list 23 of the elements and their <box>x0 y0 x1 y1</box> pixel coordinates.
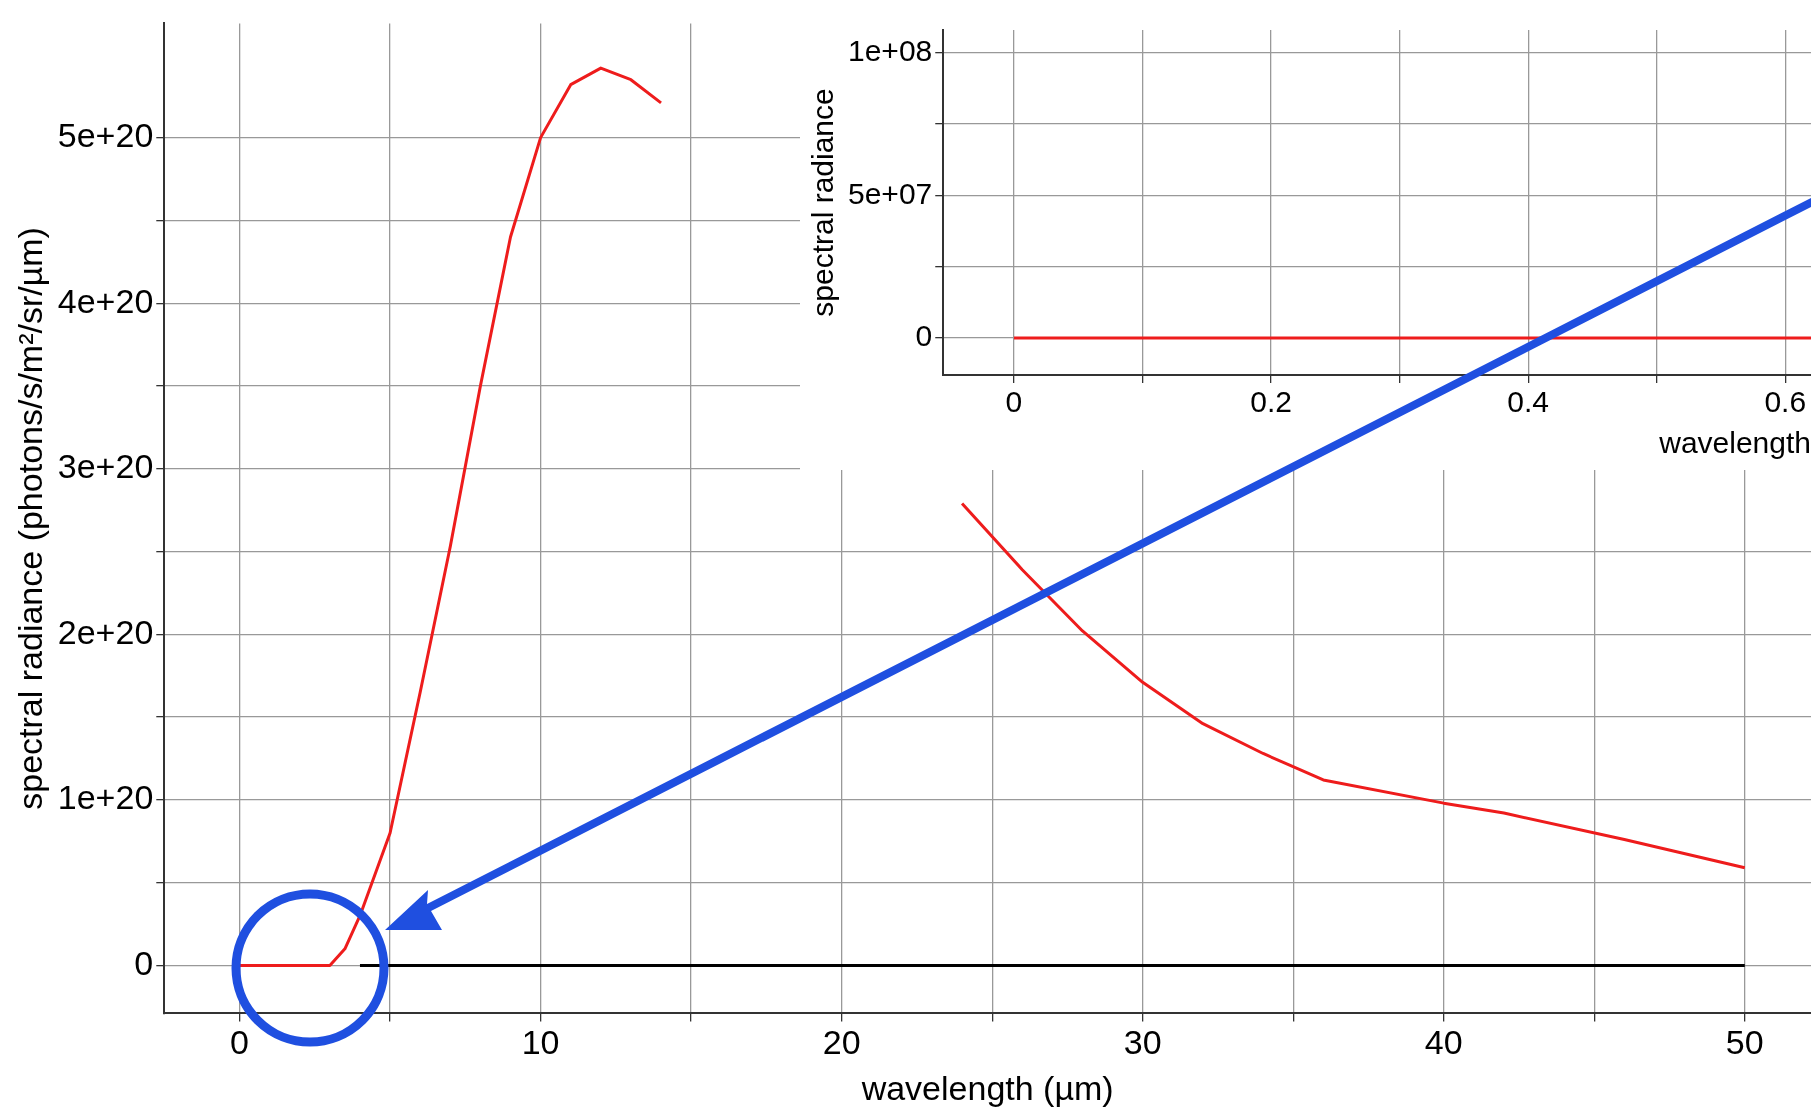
y-tick-label: 5e+20 <box>57 116 154 155</box>
x-axis-title: wavelength (µm) <box>860 1068 1114 1107</box>
x-tick-label: 10 <box>521 1023 560 1062</box>
y-tick-label: 1e+20 <box>57 778 154 817</box>
x-tick-label: 0.4 <box>1507 385 1550 419</box>
y-axis-title: spectral radiance <box>806 88 840 317</box>
x-tick-label: 20 <box>822 1023 861 1062</box>
x-tick-label: 0 <box>230 1023 250 1062</box>
y-tick-label: 4e+20 <box>57 281 154 320</box>
x-axis-title: wavelength <box>1658 426 1811 460</box>
y-tick-label: 3e+20 <box>57 447 154 486</box>
x-tick-label: 0 <box>1005 385 1023 419</box>
x-tick-label: 0.2 <box>1250 385 1292 419</box>
x-tick-label: 50 <box>1725 1023 1764 1062</box>
y-axis-title: spectral radiance (photons/s/m²/sr/µm) <box>10 227 49 810</box>
x-tick-label: 0.6 <box>1764 385 1807 419</box>
y-tick-label: 1e+08 <box>847 34 933 68</box>
x-tick-label: 30 <box>1123 1023 1162 1062</box>
y-tick-label: 5e+07 <box>847 176 933 210</box>
y-tick-label: 0 <box>134 943 154 982</box>
y-tick-label: 2e+20 <box>57 612 154 651</box>
x-tick-label: 40 <box>1424 1023 1463 1062</box>
y-tick-label: 0 <box>915 319 933 353</box>
